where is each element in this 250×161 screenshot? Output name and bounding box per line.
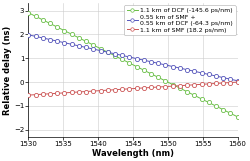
- X-axis label: Wavelength (nm): Wavelength (nm): [92, 149, 174, 157]
- Legend: 1.1 km of DCF (-145.6 ps/nm), 0.55 km of SMF +
0.55 km of DCF (-64.3 ps/nm), 1.1: 1.1 km of DCF (-145.6 ps/nm), 0.55 km of…: [124, 5, 236, 35]
- Y-axis label: Relative delay (ns): Relative delay (ns): [4, 26, 13, 115]
